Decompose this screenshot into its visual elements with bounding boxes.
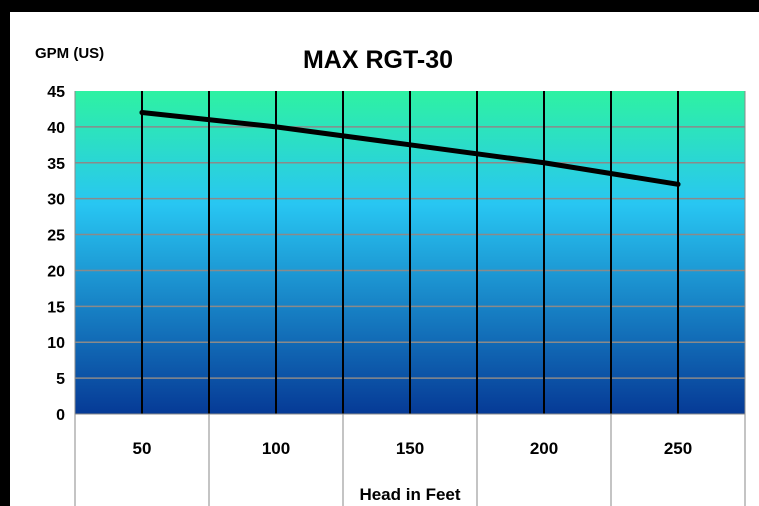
y-tick-label: 15: [47, 299, 65, 316]
data-point: [407, 142, 413, 148]
x-tick-label: 150: [396, 439, 424, 458]
x-tick-label: 250: [664, 439, 692, 458]
x-axis-label: Head in Feet: [359, 485, 460, 504]
y-tick-label: 30: [47, 192, 65, 209]
y-tick-label: 20: [47, 263, 65, 280]
y-tick-label: 45: [47, 84, 65, 101]
data-point: [541, 160, 547, 166]
series-points: [139, 110, 681, 187]
y-tick-labels: 0 5 10 15 20 25 30 35 40 45: [47, 84, 65, 424]
vertical-gridlines: [141, 91, 679, 414]
data-point: [273, 124, 279, 130]
x-tick-label: 50: [133, 439, 152, 458]
x-category-separators: [208, 91, 746, 506]
y-tick-label: 10: [47, 335, 65, 352]
data-point: [139, 110, 145, 116]
x-tick-labels: 50 100 150 200 250: [133, 439, 693, 458]
y-tick-label: 5: [56, 371, 65, 388]
data-point: [675, 181, 681, 187]
y-tick-label: 40: [47, 120, 65, 137]
x-tick-label: 200: [530, 439, 558, 458]
y-tick-label: 0: [56, 407, 65, 424]
x-tick-label: 100: [262, 439, 290, 458]
y-axis-label: GPM (US): [35, 45, 104, 62]
y-tick-label: 35: [47, 156, 65, 173]
chart-title: MAX RGT-30: [303, 46, 453, 74]
y-tick-label: 25: [47, 228, 65, 245]
